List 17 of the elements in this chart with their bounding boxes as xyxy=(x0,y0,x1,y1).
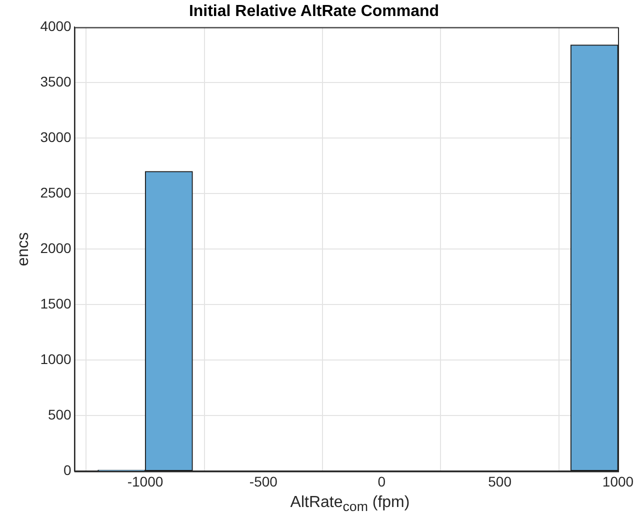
x-tick-label: -1000 xyxy=(127,473,164,490)
y-tick-label: 500 xyxy=(48,406,72,423)
x-tick-label: 0 xyxy=(378,473,386,490)
y-tick-label: 0 xyxy=(64,462,72,478)
y-tick-label: 1000 xyxy=(40,351,72,368)
y-tick-label: 1500 xyxy=(40,296,72,312)
x-tick-label: -500 xyxy=(249,473,278,490)
x-tick-label: 500 xyxy=(488,473,512,490)
y-tick-label: 3500 xyxy=(40,74,72,90)
chart-title: Initial Relative AltRate Command xyxy=(188,3,440,20)
y-tick-label: 2500 xyxy=(40,184,72,201)
x-axis-title: AltRate$_{com}$ (fpm) xyxy=(289,494,411,514)
x-tick-label: 1000 xyxy=(602,473,634,490)
y-axis-title: encs xyxy=(15,232,32,266)
y-tick-label: 4000 xyxy=(40,18,72,34)
y-tick-label: 2000 xyxy=(40,240,72,256)
y-tick-label: 3000 xyxy=(40,129,72,146)
